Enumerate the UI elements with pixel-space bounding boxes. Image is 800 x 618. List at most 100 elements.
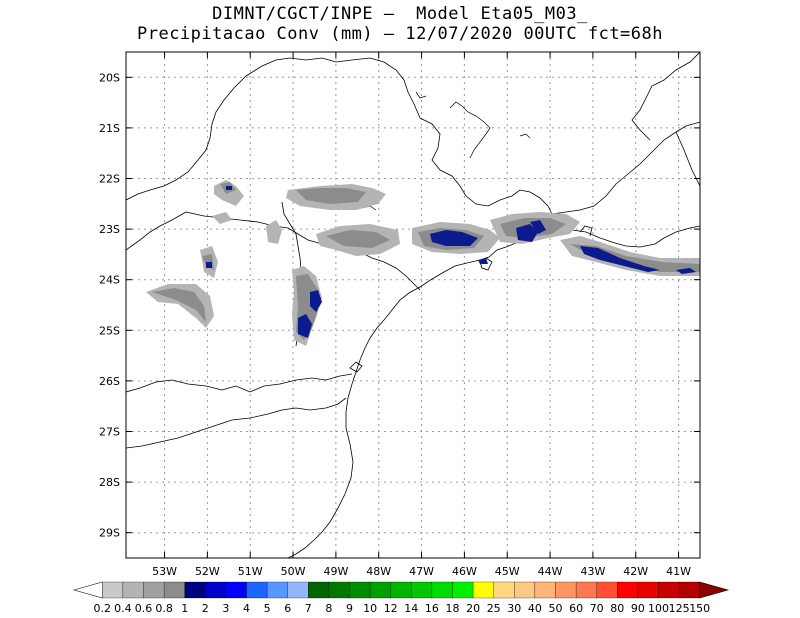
state-border-ms-pr [126, 211, 187, 251]
colorbar-label: 150 [689, 602, 710, 615]
colorbar-cell [534, 581, 556, 599]
x-tick-label: 46W [452, 565, 477, 578]
x-tick-label: 51W [238, 565, 263, 578]
x-tick-label: 42W [623, 565, 648, 578]
plot-frame [125, 51, 701, 559]
colorbar-cell [678, 581, 700, 599]
colorbar-label: 125 [669, 602, 690, 615]
colorbar-label: 14 [404, 602, 418, 615]
x-tick-label: 43W [580, 565, 605, 578]
y-tick-label: 20S [99, 71, 120, 84]
colorbar-cell [411, 581, 433, 599]
colorbar-label: 100 [648, 602, 669, 615]
colorbar-label: 16 [425, 602, 439, 615]
river [319, 91, 531, 239]
x-tick-label: 45W [495, 565, 520, 578]
colorbar-label: 70 [590, 602, 604, 615]
y-tick-label: 26S [99, 375, 120, 388]
colorbar-label: 60 [569, 602, 583, 615]
colorbar-label: 4 [243, 602, 250, 615]
colorbar-cell [431, 581, 453, 599]
colorbar-label: 90 [631, 602, 645, 615]
x-axis-ticks: 53W 52W 51W 50W 49W 48W 47W 46W 45W 44W 43W 42W 41W [152, 52, 691, 578]
colorbar-label: 0.8 [155, 602, 173, 615]
x-tick-label: 47W [409, 565, 434, 578]
colorbar-label: 0.6 [135, 602, 153, 615]
colorbar-over-triangle [699, 581, 730, 599]
colorbar-cell [308, 581, 330, 599]
island [349, 361, 363, 373]
y-tick-label: 22S [99, 173, 120, 186]
colorbar-cell [328, 581, 350, 599]
x-tick-label: 50W [281, 565, 306, 578]
y-tick-label: 25S [99, 324, 120, 337]
colorbar-cell [266, 581, 288, 599]
precipitation-layer [146, 180, 700, 346]
colorbar-cell [102, 581, 124, 599]
x-tick-label: 41W [666, 565, 691, 578]
precip-heavy [206, 186, 696, 338]
colorbar-cell [390, 581, 412, 599]
colorbar-under-triangle [72, 581, 103, 599]
colorbar-label: 18 [446, 602, 460, 615]
colorbar-label: 10 [363, 602, 377, 615]
colorbar-label: 50 [549, 602, 563, 615]
x-tick-label: 53W [152, 565, 177, 578]
colorbar-cell [369, 581, 391, 599]
colorbar-label: 12 [384, 602, 398, 615]
state-border-sc-rs [126, 397, 347, 449]
y-tick-label: 28S [99, 476, 120, 489]
colorbar-label: 8 [325, 602, 332, 615]
colorbar: 0.2 0.4 0.6 0.8 1 2 3 4 5 6 7 8 9 10 12 14 16 18 20 25 30 40 5… [72, 581, 730, 615]
colorbar-cell [658, 581, 680, 599]
colorbar-cell [514, 581, 536, 599]
colorbar-label: 20 [466, 602, 480, 615]
colorbar-label: 9 [346, 602, 353, 615]
y-tick-label: 21S [99, 122, 120, 135]
y-tick-label: 29S [99, 527, 120, 540]
colorbar-cell [452, 581, 474, 599]
coastline [287, 225, 700, 558]
state-border-sp-mg [419, 117, 553, 215]
colorbar-label: 2 [202, 602, 209, 615]
state-border-mg-es [631, 52, 700, 141]
colorbar-label: 1 [181, 602, 188, 615]
x-tick-label: 52W [195, 565, 220, 578]
lat-lon-grid [126, 52, 700, 558]
colorbar-cell [493, 581, 515, 599]
colorbar-cell [246, 581, 268, 599]
colorbar-cell [617, 581, 639, 599]
colorbar-label: 0.2 [94, 602, 112, 615]
colorbar-label: 0.4 [114, 602, 132, 615]
colorbar-label: 80 [610, 602, 624, 615]
y-tick-label: 24S [99, 274, 120, 287]
title-line-1: DIMNT/CGCT/INPE – Model Eta05_M03_ [212, 4, 588, 24]
colorbar-cell [163, 581, 185, 599]
x-tick-label: 49W [323, 565, 348, 578]
colorbar-label: 30 [507, 602, 521, 615]
colorbar-cell [555, 581, 577, 599]
y-tick-label: 27S [99, 426, 120, 439]
colorbar-label: 3 [222, 602, 229, 615]
colorbar-cell [637, 581, 659, 599]
state-border-es-rj [675, 131, 700, 187]
map-title: DIMNT/CGCT/INPE – Model Eta05_M03_ Preci… [0, 4, 800, 44]
colorbar-cell [349, 581, 371, 599]
colorbar-cell [184, 581, 206, 599]
colorbar-cell [205, 581, 227, 599]
colorbar-label: 7 [305, 602, 312, 615]
colorbar-cell [472, 581, 494, 599]
colorbar-label: 25 [487, 602, 501, 615]
colorbar-label: 40 [528, 602, 542, 615]
state-border-pr-sc [126, 373, 353, 393]
state-border-ms-sp [126, 57, 421, 201]
colorbar-cell [575, 581, 597, 599]
y-tick-label: 23S [99, 223, 120, 236]
title-line-2: Precipitacao Conv (mm) – 12/07/2020 00UT… [136, 24, 663, 44]
x-tick-label: 48W [366, 565, 391, 578]
y-axis-ticks: 20S 21S 22S 23S 24S 25S 26S 27S 28S 29S [99, 71, 700, 540]
colorbar-cell [287, 581, 309, 599]
colorbar-cell [225, 581, 247, 599]
colorbar-label: 6 [284, 602, 291, 615]
